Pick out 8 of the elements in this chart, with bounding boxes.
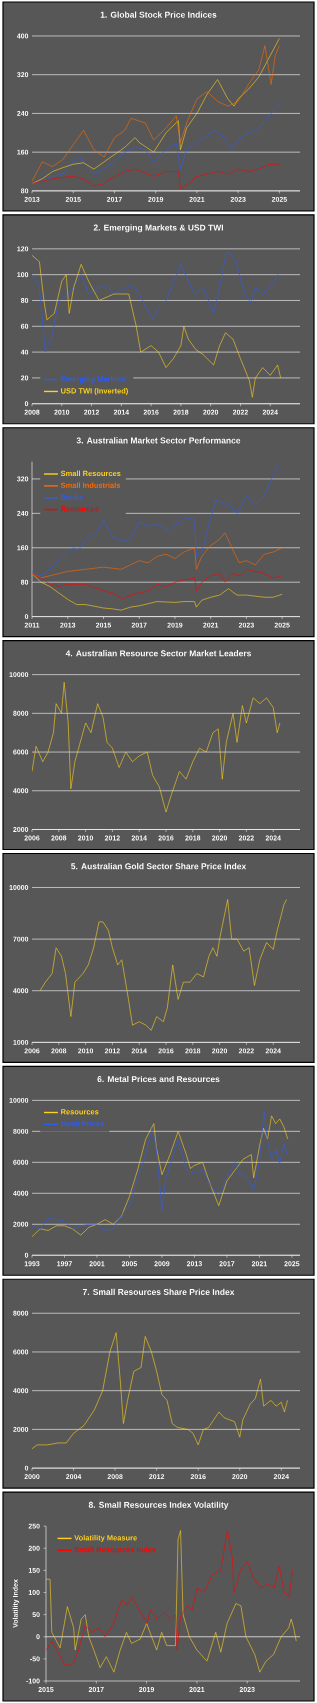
chart-title: 3. Australian Market Sector Performance [76, 437, 241, 444]
chart-title: 1. Global Stock Price Indices [100, 11, 217, 18]
chart-title: 4. Australian Resource Sector Market Leaders [65, 650, 251, 657]
chart-title: 8. Small Resources Index Volatility [88, 1501, 229, 1510]
chart-title: 6. Metal Prices and Resources [97, 1075, 220, 1083]
chart-title: 2. Emerging Markets & USD TWI [93, 224, 224, 233]
chart-title: 5. Australian Gold Sector Share Price Index [71, 863, 247, 870]
chart-title: 7. Small Resources Share Price Index [82, 1288, 235, 1295]
